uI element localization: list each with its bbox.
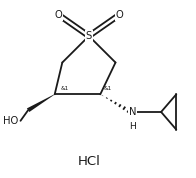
Text: O: O (115, 10, 123, 20)
Text: O: O (55, 10, 62, 20)
Polygon shape (27, 94, 55, 112)
Text: &1: &1 (103, 86, 111, 91)
Text: N: N (129, 107, 136, 117)
Text: HCl: HCl (77, 155, 100, 168)
Text: H: H (129, 122, 136, 131)
Text: HO: HO (3, 116, 19, 126)
Text: S: S (86, 31, 92, 41)
Text: &1: &1 (60, 86, 69, 91)
